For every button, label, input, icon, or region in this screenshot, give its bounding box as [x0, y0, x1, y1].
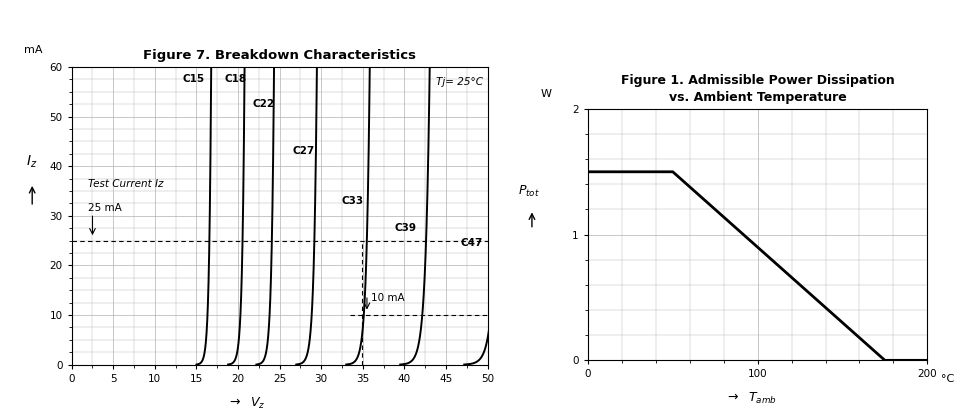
Text: C39: C39	[395, 223, 417, 233]
Text: mA: mA	[24, 45, 42, 55]
Text: 10 mA: 10 mA	[371, 292, 404, 303]
Title: Figure 7. Breakdown Characteristics: Figure 7. Breakdown Characteristics	[143, 49, 416, 62]
Text: Tj= 25°C: Tj= 25°C	[436, 77, 484, 87]
Text: W: W	[540, 89, 552, 99]
Text: $I_z$: $I_z$	[27, 154, 38, 171]
Text: 25 mA: 25 mA	[88, 203, 122, 213]
Text: C22: C22	[252, 99, 274, 109]
Text: C15: C15	[183, 75, 205, 85]
Title: Figure 1. Admissible Power Dissipation
vs. Ambient Temperature: Figure 1. Admissible Power Dissipation v…	[620, 74, 895, 103]
Text: C27: C27	[293, 146, 315, 156]
Text: C33: C33	[341, 196, 363, 206]
Text: $P_{tot}$: $P_{tot}$	[517, 184, 539, 199]
Text: Test Current Iz: Test Current Iz	[88, 178, 163, 189]
Text: C18: C18	[225, 75, 247, 85]
Text: $\rightarrow$  $V_z$: $\rightarrow$ $V_z$	[228, 396, 266, 411]
Text: °C: °C	[941, 374, 954, 384]
Text: C47: C47	[461, 238, 484, 248]
Text: $\rightarrow$  $T_{amb}$: $\rightarrow$ $T_{amb}$	[725, 391, 777, 406]
